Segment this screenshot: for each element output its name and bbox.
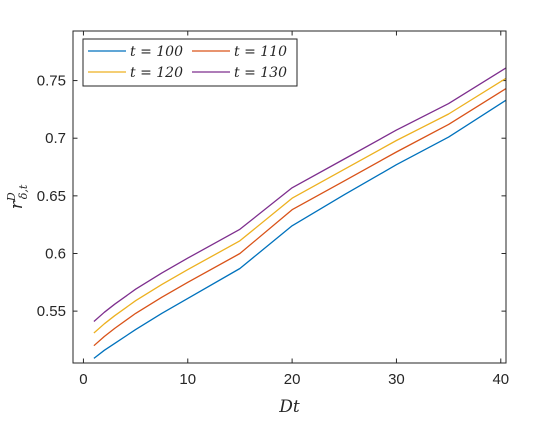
legend-label: t = 130	[234, 65, 287, 81]
y-tick-label: 0.7	[45, 130, 66, 147]
series-line-3	[93, 77, 507, 334]
plot-frame	[72, 30, 507, 364]
legend-label: t = 110	[234, 44, 287, 60]
ticks-layer: 0 10 20 30 40 0.55 0.6 0.65 0.7 0.75	[37, 31, 509, 388]
x-tick-label: 20	[284, 371, 301, 388]
legend-box	[82, 38, 298, 87]
x-tick-label: 0	[79, 371, 87, 388]
series-line-1	[93, 99, 507, 359]
legend-label: t = 120	[130, 65, 183, 81]
legend-label: t = 100	[130, 44, 183, 60]
series-line-4	[93, 67, 507, 322]
x-axis-label: Dt	[278, 397, 300, 417]
series-line-2	[93, 88, 507, 347]
y-tick-label: 0.75	[37, 73, 66, 90]
x-tick-label: 40	[492, 371, 509, 388]
y-tick-label: 0.6	[45, 245, 66, 262]
x-tick-label: 10	[179, 371, 196, 388]
y-tick-label: 0.65	[37, 188, 66, 205]
x-tick-label: 30	[388, 371, 405, 388]
y-tick-label: 0.55	[37, 303, 66, 320]
y-axis-label: rDδ,t	[5, 184, 30, 209]
legend: t = 100 t = 110 t = 120 t = 130	[82, 38, 298, 87]
series-layer	[93, 67, 507, 359]
